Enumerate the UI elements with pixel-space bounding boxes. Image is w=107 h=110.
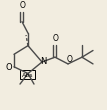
Text: O: O xyxy=(6,63,12,72)
Text: N: N xyxy=(40,57,46,66)
Text: O: O xyxy=(53,34,59,43)
Text: O: O xyxy=(67,55,73,64)
Text: O: O xyxy=(20,1,26,10)
Text: Abs: Abs xyxy=(22,73,34,78)
FancyBboxPatch shape xyxy=(21,70,36,79)
